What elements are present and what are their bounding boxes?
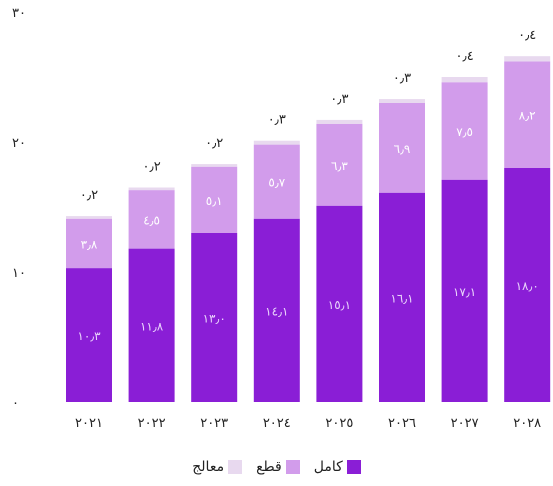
- y-axis: ٠ ١٠ ٢٠ ٣٠: [12, 6, 26, 411]
- x-tick-label: ٢٠٢١: [75, 416, 103, 431]
- data-label: ٠٫٤: [456, 49, 474, 64]
- data-label: ٥٫٧: [268, 176, 285, 190]
- x-tick-label: ٢٠٢٦: [388, 416, 416, 431]
- data-label: ١٠٫٣: [77, 329, 101, 343]
- data-label: ٠٫٣: [330, 92, 348, 107]
- bar-segment: [66, 216, 112, 219]
- bar-segment: [441, 179, 488, 402]
- legend-label: قطع: [256, 459, 282, 475]
- x-tick-label: ٢٠٢٨: [513, 416, 541, 431]
- x-tick-label: ٢٠٢٥: [325, 416, 353, 431]
- y-tick-label: ١٠: [12, 266, 26, 281]
- data-label: ٦٫٣: [331, 159, 348, 173]
- legend-item: كامل: [314, 459, 361, 475]
- plot-area: ١٠٫٣ ٣٫٨ ٠٫٢ ١١٫٨ ٤٫٥ ٠٫٢ ١٣٫٠ ٥٫١ ٠٫٢ ١٤٫١ ٥٫٧ ٠٫٣…: [66, 28, 551, 402]
- x-tick-label: ٢٠٢٧: [451, 416, 479, 431]
- data-label: ٠٫٣: [268, 113, 286, 128]
- data-label: ٠٫٣: [393, 71, 411, 86]
- bar-segment: [66, 218, 112, 269]
- bar-segment: [316, 123, 363, 206]
- bar-segment: [191, 233, 238, 402]
- x-axis: ٢٠٢١ ٢٠٢٢ ٢٠٢٣ ٢٠٢٤ ٢٠٢٥ ٢٠٢٦ ٢٠٢٧ ٢٠٢٨: [75, 416, 541, 431]
- data-label: ١٧٫١: [453, 285, 476, 299]
- bar-segment: [379, 192, 425, 402]
- data-label: ٠٫٢: [205, 136, 223, 151]
- bar-segment: [504, 56, 551, 62]
- x-tick-label: ٢٠٢٤: [263, 416, 291, 431]
- bar-segment: [316, 205, 363, 402]
- bar-segment: [379, 103, 425, 193]
- y-tick-label: ٢٠: [12, 136, 26, 151]
- y-tick-label: ٠: [12, 396, 19, 411]
- bar-segment: [316, 119, 363, 124]
- data-label: ٧٫٥: [456, 125, 473, 139]
- legend-label: كامل: [313, 459, 343, 475]
- data-label: ١٦٫١: [390, 291, 413, 305]
- bar-segment: [66, 268, 112, 402]
- bar-segment: [128, 248, 175, 402]
- bar-segment: [441, 77, 488, 83]
- data-label: ١٥٫١: [328, 298, 351, 312]
- data-label: ٦٫٩: [394, 142, 411, 156]
- x-tick-label: ٢٠٢٢: [138, 416, 166, 431]
- bar-segment: [128, 187, 175, 191]
- bar-segment: [253, 218, 300, 402]
- data-label: ٨٫٢: [519, 109, 536, 123]
- legend: كامل قطع معالج: [0, 459, 553, 475]
- legend-swatch: [285, 460, 300, 474]
- legend-swatch: [346, 460, 361, 474]
- bar-segment: [253, 144, 300, 219]
- data-label: ١١٫٨: [140, 319, 164, 333]
- bar-segment: [504, 168, 551, 402]
- bar-segment: [504, 61, 551, 168]
- data-label: ٤٫٥: [143, 213, 160, 227]
- data-label: ٠٫٢: [80, 188, 98, 203]
- data-label: ٠٫٢: [143, 160, 161, 175]
- data-label: ١٣٫٠: [203, 312, 226, 326]
- data-label: ١٤٫١: [265, 304, 288, 318]
- data-label: ١٨٫٠: [516, 279, 539, 293]
- data-label: ٣٫٨: [81, 237, 98, 251]
- bar-segment: [253, 140, 300, 145]
- data-label: ٥٫١: [206, 194, 223, 208]
- y-tick-label: ٣٠: [12, 6, 26, 21]
- bar-segment: [441, 82, 488, 180]
- bar-segment: [191, 166, 238, 233]
- legend-swatch: [228, 460, 243, 474]
- bar-segment: [379, 99, 425, 103]
- bar-segment: [128, 190, 175, 249]
- legend-item: قطع: [256, 459, 300, 475]
- data-label: ٠٫٤: [518, 28, 536, 43]
- legend-label: معالج: [192, 459, 225, 475]
- legend-item: معالج: [192, 459, 243, 475]
- bar-segment: [191, 164, 238, 167]
- x-tick-label: ٢٠٢٣: [200, 416, 228, 431]
